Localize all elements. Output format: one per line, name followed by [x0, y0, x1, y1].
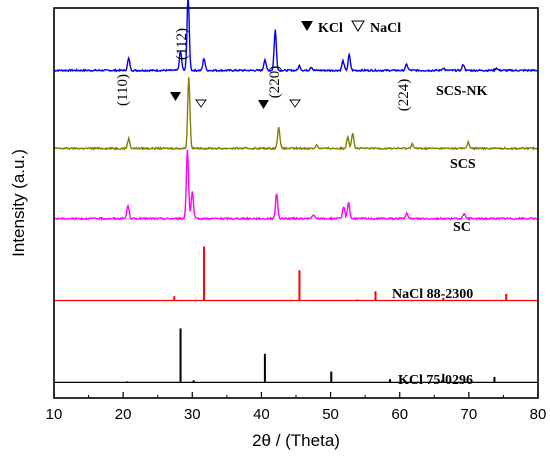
pattern-line	[53, 149, 539, 222]
kcl-legend-marker	[301, 21, 313, 31]
x-tick-label: 50	[322, 406, 339, 423]
pattern-line	[53, 0, 539, 73]
series-label-sc: SC	[453, 220, 471, 235]
series-label-scs-nk: SCS-NK	[436, 84, 487, 99]
nacl-marker	[195, 99, 207, 108]
series-label-nacl: NaCl 88-2300	[392, 287, 473, 302]
hkl-112-label: (112)	[174, 28, 190, 60]
pattern-line	[53, 77, 539, 151]
series-1	[53, 77, 539, 151]
x-axis-title: 2θ / (Theta)	[252, 431, 340, 450]
x-tick-label: 60	[391, 406, 408, 423]
series-3	[54, 246, 538, 302]
series-label-scs: SCS	[450, 157, 476, 172]
series-0	[53, 0, 539, 73]
y-axis-title: Intensity (a.u.)	[9, 149, 28, 257]
series-2	[53, 149, 539, 222]
legend: KCl NaCl	[301, 20, 401, 36]
x-tick-label: 10	[46, 406, 63, 423]
hkl-224-label: (224)	[396, 79, 412, 112]
series-layer	[53, 0, 539, 384]
hkl-220-label: (220)	[267, 66, 283, 99]
x-axis: 10 20 30 40 50 60 70 80	[46, 392, 547, 423]
x-tick-label: 20	[115, 406, 132, 423]
nacl-marker	[289, 99, 301, 108]
nacl-legend-marker	[351, 20, 365, 32]
x-tick-label: 80	[530, 406, 547, 423]
x-tick-label: 40	[253, 406, 270, 423]
legend-nacl-label: NaCl	[370, 21, 401, 36]
x-tick-label: 70	[461, 406, 478, 423]
kcl-marker	[170, 92, 181, 101]
series-label-kcl: KCl 75-0296	[398, 373, 473, 388]
kcl-marker	[258, 100, 269, 109]
hkl-110-label: (110)	[115, 74, 131, 106]
series-4	[54, 328, 538, 384]
legend-kcl-label: KCl	[318, 21, 343, 36]
x-tick-label: 30	[184, 406, 201, 423]
